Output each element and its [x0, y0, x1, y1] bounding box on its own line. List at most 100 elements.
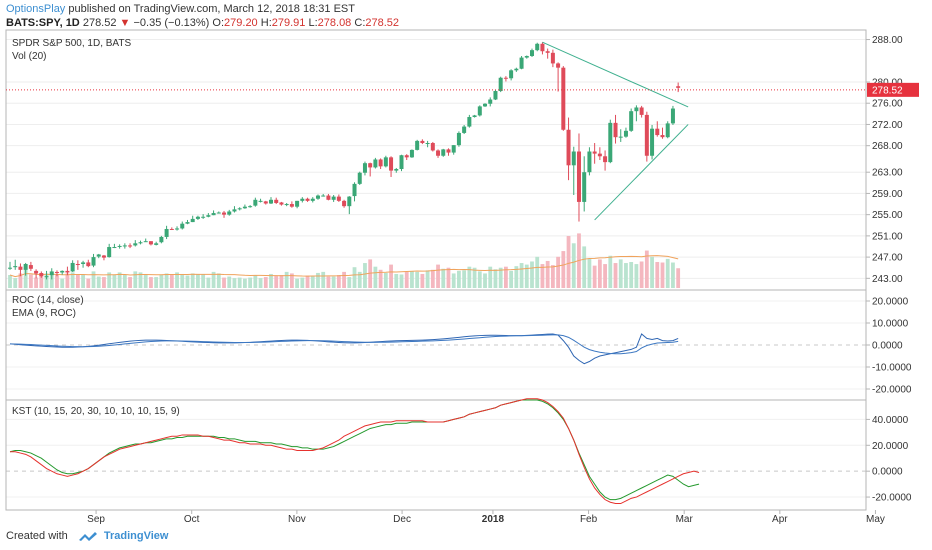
candle-body	[639, 107, 644, 115]
main-pane-label: SPDR S&P 500, 1D, BATS	[12, 38, 131, 49]
volume-bar	[545, 260, 550, 288]
price-tag-label: 278.52	[872, 85, 903, 96]
candle-body	[535, 43, 540, 51]
candle-body	[227, 211, 232, 215]
volume-bar	[504, 266, 508, 288]
price-chart[interactable]: 288.00280.00276.00272.00268.00263.00259.…	[0, 0, 932, 528]
candle-body	[60, 270, 65, 273]
volume-bar	[498, 267, 503, 288]
roc-pane-label: ROC (14, close)	[12, 295, 84, 306]
symbol-label: BATS:SPY, 1D	[6, 17, 80, 29]
volume-bar	[211, 271, 216, 288]
published-text: published on TradingView.com, March 12, …	[68, 3, 355, 15]
candle-body	[315, 195, 320, 199]
candle-body	[488, 99, 493, 104]
volume-bar	[149, 277, 153, 288]
roc-series-1	[9, 334, 679, 355]
candle-body	[603, 156, 608, 163]
change-value: −0.35 (−0.13%)	[133, 17, 210, 29]
y-tick-label: 288.00	[872, 35, 903, 46]
candle-body	[467, 117, 472, 127]
candle-body	[420, 140, 425, 144]
candle-body	[540, 43, 545, 52]
volume-bar	[310, 276, 315, 288]
candle-body	[623, 130, 628, 137]
volume-bar	[169, 274, 174, 288]
candle-body	[660, 135, 665, 138]
y-tick-label: 247.00	[872, 253, 903, 264]
candle-body	[430, 143, 435, 151]
candle-body	[91, 257, 96, 266]
candle-body	[258, 200, 263, 202]
volume-bar	[86, 278, 91, 288]
candle-body	[75, 264, 80, 265]
volume-bar	[676, 268, 681, 288]
grid-lines	[6, 39, 866, 498]
volume-bar	[378, 269, 383, 288]
candlesticks	[6, 41, 866, 280]
volume-bar	[535, 256, 540, 288]
volume-bar	[639, 261, 644, 288]
volume-bar	[96, 276, 101, 288]
volume-bar	[399, 274, 404, 288]
candle-body	[509, 70, 514, 79]
candle-body	[96, 254, 101, 257]
candle-body	[305, 198, 310, 201]
candle-body	[650, 128, 655, 156]
candle-body	[556, 63, 561, 68]
volume-bar	[44, 273, 49, 288]
volume-bar	[8, 275, 12, 288]
x-tick-label: Apr	[772, 514, 788, 525]
close-value: 278.52	[365, 17, 400, 29]
volume-bars	[8, 233, 681, 288]
y-tick-label: -20.0000	[872, 493, 912, 504]
candle-body	[425, 143, 430, 145]
volume-bar	[28, 274, 33, 288]
volume-bar	[550, 265, 555, 288]
volume-bar	[519, 263, 524, 288]
volume-bar	[196, 273, 200, 288]
volume-bar	[227, 276, 232, 288]
publisher-line: OptionsPlay published on TradingView.com…	[6, 3, 355, 15]
candle-body	[216, 212, 221, 214]
y-tick-label: 10.0000	[872, 319, 909, 330]
x-tick-label: Nov	[288, 514, 306, 525]
y-tick-label: 243.00	[872, 274, 903, 285]
volume-bar	[258, 278, 263, 288]
candle-body	[138, 242, 143, 244]
volume-bar	[597, 259, 602, 288]
volume-bar	[394, 273, 399, 288]
volume-bar	[441, 268, 446, 288]
volume-bar	[321, 271, 326, 288]
candle-body	[592, 151, 597, 154]
candle-body	[253, 199, 258, 206]
tradingview-link[interactable]: TradingView	[103, 530, 169, 542]
candle-body	[44, 276, 49, 278]
volume-bar	[634, 264, 639, 288]
volume-bar	[81, 275, 85, 288]
candle-body	[446, 149, 451, 153]
high-value: 279.91	[271, 17, 306, 29]
candle-body	[237, 208, 242, 210]
candle-body	[441, 149, 446, 156]
volume-bar	[582, 246, 587, 288]
volume-bar	[243, 278, 247, 288]
volume-bar	[49, 275, 54, 288]
volume-bar	[190, 273, 195, 288]
y-tick-label: 0.0000	[872, 341, 903, 352]
candle-body	[70, 262, 75, 272]
brand-link[interactable]: OptionsPlay	[6, 3, 66, 15]
volume-bar	[436, 264, 440, 288]
volume-bar	[65, 273, 70, 288]
candle-body	[86, 262, 91, 267]
candle-body	[634, 107, 639, 112]
candle-body	[279, 202, 284, 205]
candle-body	[389, 157, 394, 171]
volume-bar	[488, 266, 493, 288]
volume-bar	[122, 275, 127, 288]
candle-body	[342, 200, 347, 207]
candle-body	[28, 265, 33, 269]
volume-bar	[305, 275, 310, 288]
candle-body	[117, 245, 122, 247]
candle-body	[8, 267, 12, 269]
